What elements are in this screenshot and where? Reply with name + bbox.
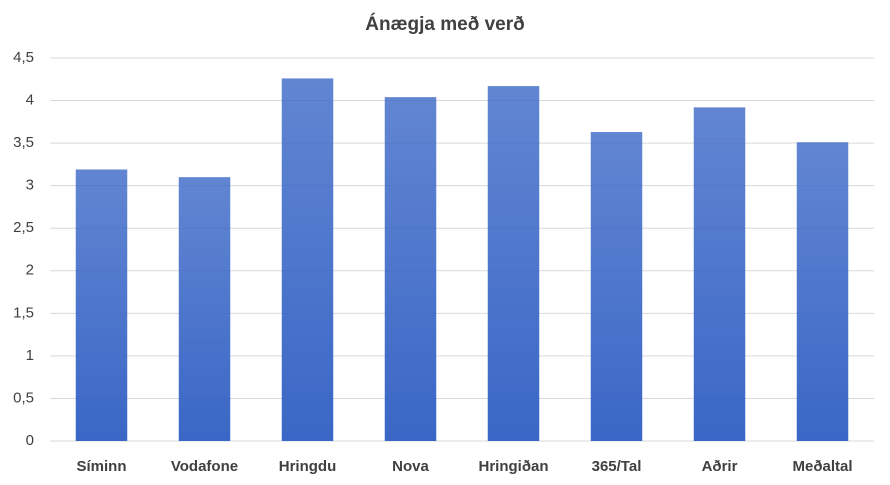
x-tick-label: Hringiðan (479, 458, 549, 475)
y-tick-label: 1,5 (13, 304, 34, 321)
y-tick-label: 3 (26, 177, 34, 194)
bar (178, 177, 231, 441)
chart-title: Ánægja með verð (365, 13, 524, 35)
x-tick-label: Vodafone (171, 458, 238, 475)
x-tick-label: 365/Tal (592, 458, 642, 475)
x-tick-label: Nova (392, 458, 429, 475)
y-tick-label: 0 (26, 432, 34, 449)
bar (487, 86, 540, 441)
bar (796, 142, 849, 441)
y-tick-label: 2 (26, 262, 34, 279)
x-tick-label: Aðrir (702, 458, 738, 475)
x-tick-label: Hringdu (279, 458, 337, 475)
x-tick-label: Meðaltal (792, 458, 852, 475)
y-tick-label: 1 (26, 347, 34, 364)
y-tick-label: 4 (26, 92, 34, 109)
y-tick-label: 2,5 (13, 219, 34, 236)
y-tick-label: 4,5 (13, 49, 34, 66)
bar (693, 107, 746, 441)
y-tick-label: 3,5 (13, 134, 34, 151)
x-tick-label: Síminn (76, 458, 126, 475)
bar (384, 97, 437, 441)
y-tick-label: 0,5 (13, 389, 34, 406)
bar (590, 132, 643, 441)
bar (75, 169, 128, 442)
bar (281, 78, 334, 441)
